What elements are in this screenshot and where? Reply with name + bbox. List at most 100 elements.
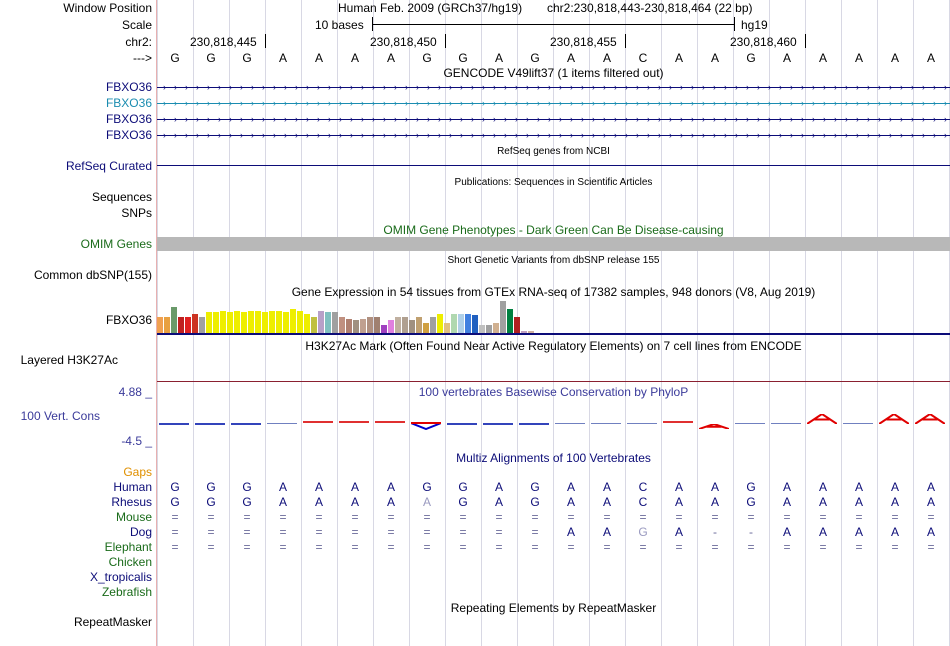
gtex-tissue-bar[interactable]	[360, 319, 366, 333]
gtex-tissue-bar[interactable]	[500, 301, 506, 333]
gtex-tissue-bar[interactable]	[262, 312, 268, 333]
gtex-tissue-bar[interactable]	[304, 314, 310, 333]
strand-arrow-icon: ›	[592, 114, 595, 124]
strand-arrow-icon: ›	[383, 82, 386, 92]
gencode-gene-line[interactable]	[157, 103, 950, 104]
gtex-tissue-bar[interactable]	[311, 317, 317, 333]
gtex-tissue-bar[interactable]	[234, 311, 240, 333]
phylop-track-label[interactable]: 100 Vert. Cons	[20, 409, 100, 423]
multiz-species-label[interactable]: Chicken	[108, 555, 152, 569]
strand-arrow-icon: ›	[493, 98, 496, 108]
gtex-tissue-bar[interactable]	[276, 311, 282, 333]
gtex-tissue-bar[interactable]	[507, 309, 513, 333]
gtex-tissue-bar[interactable]	[241, 312, 247, 333]
gtex-tissue-bar[interactable]	[528, 331, 534, 333]
gtex-tissue-bar[interactable]	[479, 325, 485, 333]
gtex-track-label[interactable]: FBXO36	[105, 313, 152, 327]
gtex-tissue-bar[interactable]	[283, 312, 289, 333]
gtex-tissue-bar[interactable]	[255, 311, 261, 333]
gtex-tissue-bar[interactable]	[493, 323, 499, 333]
gtex-tissue-bar[interactable]	[437, 314, 443, 333]
gtex-tissue-bar[interactable]	[444, 323, 450, 333]
gtex-tissue-bar[interactable]	[472, 315, 478, 333]
gtex-tissue-bar[interactable]	[346, 319, 352, 333]
strand-arrow-icon: ›	[438, 130, 441, 140]
gtex-tissue-bar[interactable]	[514, 317, 520, 333]
gtex-tissue-bar[interactable]	[388, 320, 394, 333]
multiz-base: =	[603, 510, 611, 524]
gtex-tissue-bar[interactable]	[486, 325, 492, 333]
gtex-tissue-bar[interactable]	[248, 311, 254, 333]
multiz-species-label[interactable]: Human	[113, 480, 152, 494]
gencode-track-label-fbxo36-3[interactable]: FBXO36	[105, 112, 152, 126]
track-area[interactable]: Human Feb. 2009 (GRCh37/hg19) chr2:230,8…	[157, 0, 950, 646]
gtex-tissue-bar[interactable]	[325, 312, 331, 333]
gtex-tissue-bar[interactable]	[178, 317, 184, 333]
gtex-tissue-bar[interactable]	[430, 317, 436, 333]
multiz-species-label[interactable]: X_tropicalis	[89, 570, 152, 584]
gtex-tissue-bar[interactable]	[381, 325, 387, 333]
gencode-track-label-fbxo36-2[interactable]: FBXO36	[105, 96, 152, 110]
gencode-track-label-fbxo36-4[interactable]: FBXO36	[105, 128, 152, 142]
gtex-tissue-bar[interactable]	[227, 312, 233, 333]
gtex-tissue-bar[interactable]	[213, 312, 219, 333]
gtex-tissue-bar[interactable]	[220, 311, 226, 333]
gtex-tissue-bar[interactable]	[423, 323, 429, 333]
gtex-tissue-bar[interactable]	[409, 320, 415, 333]
gtex-tissue-bar[interactable]	[332, 312, 338, 333]
gtex-tissue-bar[interactable]	[458, 314, 464, 333]
gtex-tissue-bar[interactable]	[171, 307, 177, 333]
repeatmasker-track-label[interactable]: RepeatMasker	[73, 615, 152, 629]
gtex-tissue-bar[interactable]	[185, 317, 191, 333]
gtex-tissue-bar[interactable]	[416, 317, 422, 333]
publications-snps-label[interactable]: SNPs	[121, 206, 152, 220]
gtex-tissue-bar[interactable]	[164, 317, 170, 333]
refseq-track-label[interactable]: RefSeq Curated	[65, 159, 152, 173]
strand-arrow-icon: ›	[427, 114, 430, 124]
gtex-tissue-bar[interactable]	[269, 311, 275, 333]
gtex-expression-bars[interactable]	[157, 300, 557, 333]
h3k27ac-track-label[interactable]: Layered H3K27Ac	[20, 353, 118, 367]
strand-arrow-icon: ›	[823, 130, 826, 140]
gtex-tissue-bar[interactable]	[395, 317, 401, 333]
multiz-species-label[interactable]: Dog	[129, 525, 152, 539]
gtex-tissue-bar[interactable]	[199, 317, 205, 333]
h3k27ac-signal-line[interactable]	[157, 381, 950, 382]
gencode-gene-line[interactable]	[157, 119, 950, 120]
gtex-tissue-bar[interactable]	[374, 317, 380, 333]
gtex-tissue-bar[interactable]	[339, 317, 345, 333]
gtex-tissue-bar[interactable]	[521, 331, 527, 333]
strand-arrow-icon: ›	[416, 82, 419, 92]
gtex-tissue-bar[interactable]	[206, 312, 212, 333]
multiz-species-label[interactable]: Rhesus	[111, 495, 152, 509]
gtex-tissue-bar[interactable]	[402, 317, 408, 333]
gtex-tissue-bar[interactable]	[318, 311, 324, 333]
gencode-track-label-fbxo36-1[interactable]: FBXO36	[105, 80, 152, 94]
gtex-tissue-bar[interactable]	[192, 314, 198, 333]
dbsnp-track-label[interactable]: Common dbSNP(155)	[33, 268, 152, 282]
multiz-base: G	[458, 495, 468, 509]
gtex-tissue-bar[interactable]	[290, 309, 296, 333]
multiz-species-label[interactable]: Zebrafish	[101, 585, 152, 599]
refseq-gene-line[interactable]	[157, 165, 950, 166]
multiz-species-label[interactable]: Mouse	[115, 510, 152, 524]
multiz-base: =	[423, 540, 431, 554]
omim-phenotype-bar[interactable]	[157, 237, 950, 251]
gtex-tissue-bar[interactable]	[297, 311, 303, 333]
gencode-gene-line[interactable]	[157, 87, 950, 88]
gtex-tissue-bar[interactable]	[157, 317, 163, 333]
strand-arrow-icon: ›	[350, 114, 353, 124]
repeatmasker-track-title: Repeating Elements by RepeatMasker	[450, 601, 657, 615]
publications-sequences-label[interactable]: Sequences	[91, 190, 152, 204]
omim-track-label[interactable]: OMIM Genes	[80, 237, 152, 251]
gencode-gene-line[interactable]	[157, 135, 950, 136]
multiz-base: A	[890, 480, 899, 494]
gtex-tissue-bar[interactable]	[451, 314, 457, 333]
strand-arrow-icon: ›	[339, 98, 342, 108]
base-gridline	[697, 0, 698, 646]
gtex-tissue-bar[interactable]	[465, 314, 471, 333]
gtex-tissue-bar[interactable]	[367, 317, 373, 333]
gtex-tissue-bar[interactable]	[353, 320, 359, 333]
multiz-species-label[interactable]: Elephant	[104, 540, 152, 554]
